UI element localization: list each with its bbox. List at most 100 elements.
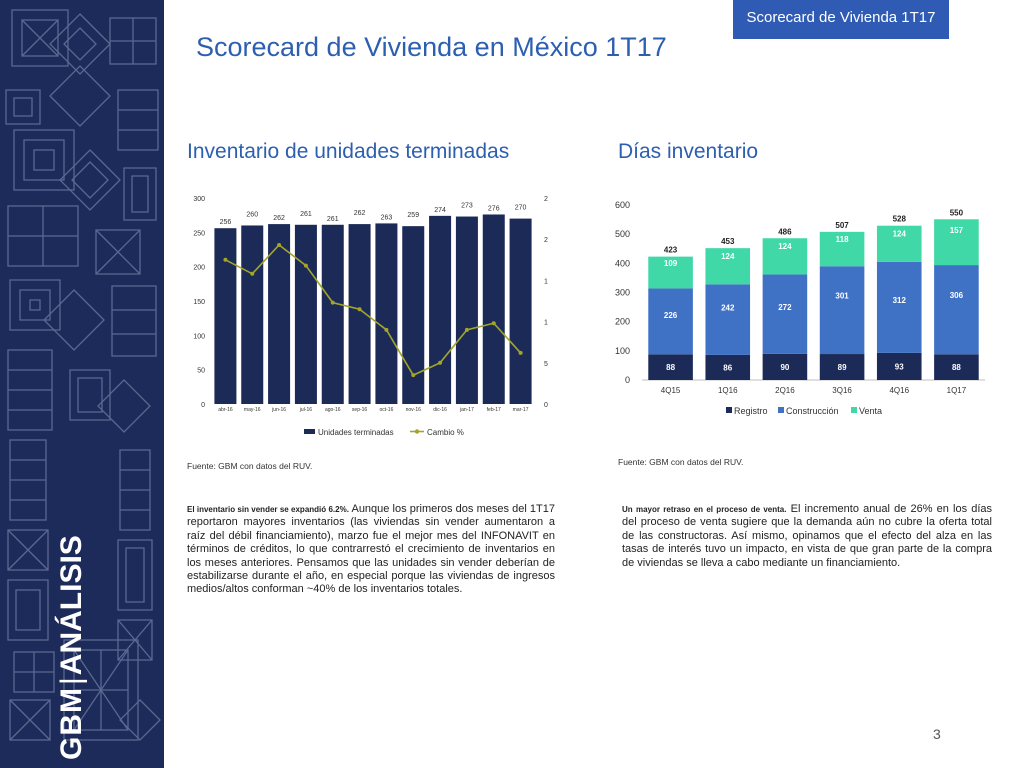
days-section-title: Días inventario <box>618 140 759 163</box>
legend-swatch-venta <box>851 407 857 413</box>
bar-segment-construccion <box>819 266 865 355</box>
days-paragraph: Un mayor retraso en el proceso de venta.… <box>622 503 992 570</box>
x-tick-label: ago-16 <box>325 407 341 413</box>
segment-value-label: 93 <box>895 362 904 371</box>
line-point-cambio <box>384 327 389 332</box>
x-tick-label: mar-17 <box>513 407 529 413</box>
segment-value-label: 301 <box>835 292 849 301</box>
inventory-paragraph-body: Aunque los primeros dos meses del 1T17 r… <box>187 503 556 596</box>
total-value-label: 550 <box>950 208 964 217</box>
bar-segment-registro <box>705 354 751 380</box>
bar-segment-registro <box>934 354 979 380</box>
days-paragraph-body: El incremento anual de 26% en los días d… <box>622 503 992 569</box>
bar-segment-venta <box>876 225 922 262</box>
series-line-cambio <box>225 243 522 377</box>
y-tick-label: 300 <box>615 288 630 298</box>
segment-value-label: 88 <box>666 363 675 372</box>
segment-value-label: 157 <box>950 226 964 235</box>
line-point-cambio <box>250 271 255 276</box>
legend-label-registro: Registro <box>734 406 768 416</box>
y2-tick-label: 15.0% <box>544 278 548 285</box>
segment-value-label: 88 <box>952 363 961 372</box>
y-tick-label: 300 <box>193 196 205 203</box>
bar-unidades <box>509 218 532 404</box>
x-tick-label: jul-16 <box>299 407 312 413</box>
x-tick-label: 4Q16 <box>889 386 909 395</box>
y-tick-label: 0 <box>201 402 205 409</box>
bar-value-label: 261 <box>327 216 339 223</box>
bar-unidades <box>402 226 425 404</box>
page-title: Scorecard de Vivienda en México 1T17 <box>196 32 667 62</box>
y-tick-label: 0 <box>625 375 630 385</box>
line-point-cambio <box>277 242 282 247</box>
legend-label-construccion: Construcción <box>786 406 839 416</box>
x-tick-label: may-16 <box>244 407 261 413</box>
x-tick-label: 1Q16 <box>718 386 738 395</box>
bar-value-label: 273 <box>461 203 473 210</box>
segment-value-label: 242 <box>721 303 735 312</box>
segment-value-label: 118 <box>836 235 849 244</box>
bar-segment-venta <box>705 248 751 285</box>
inventory-section-title: Inventario de unidades terminadas <box>187 140 510 163</box>
y2-tick-label: 20.0% <box>544 237 548 244</box>
inventory-paragraph-lead: El inventario sin vender se expandió 6.2… <box>187 505 349 514</box>
bar-segment-construccion <box>934 265 979 355</box>
total-value-label: 507 <box>835 221 849 230</box>
x-tick-label: oct-16 <box>379 407 393 413</box>
bar-value-label: 261 <box>300 211 312 218</box>
segment-value-label: 272 <box>778 303 792 312</box>
legend-label-unidades: Unidades terminadas <box>318 428 394 437</box>
bar-value-label: 276 <box>488 205 500 212</box>
inventory-chart: 0 50 100 150 200 250 300 0.0% 5.0% 10.0% 15.0% 20.… <box>193 196 548 437</box>
bar-unidades <box>294 224 317 404</box>
y2-tick-label: 5.0% <box>544 361 548 368</box>
x-tick-label: 3Q16 <box>832 386 852 395</box>
bar-segment-construccion <box>876 261 922 353</box>
bar-value-label: 256 <box>220 219 232 226</box>
y-tick-label: 500 <box>615 229 630 239</box>
line-point-cambio <box>223 257 228 262</box>
y-tick-label: 100 <box>615 346 630 356</box>
y-tick-label: 150 <box>193 299 205 306</box>
y2-tick-label: 10.0% <box>544 320 548 327</box>
segment-value-label: 306 <box>950 291 964 300</box>
line-point-cambio <box>411 373 416 378</box>
sidebar-banner: GBM |ANÁLISIS <box>0 0 164 768</box>
y2-tick-label: 25.0% <box>544 196 548 203</box>
x-tick-label: abr-16 <box>218 407 233 413</box>
line-point-cambio <box>303 263 308 268</box>
legend-label-venta: Venta <box>859 406 882 416</box>
total-value-label: 423 <box>664 246 678 255</box>
line-point-cambio <box>330 300 335 305</box>
y-tick-label: 250 <box>193 230 205 237</box>
legend-label-cambio: Cambio % <box>427 428 464 437</box>
line-point-cambio <box>518 350 523 355</box>
bar-value-label: 260 <box>246 211 258 218</box>
bar-segment-registro <box>819 354 865 380</box>
bar-segment-registro <box>648 354 693 380</box>
y-tick-label: 100 <box>193 333 205 340</box>
brand-analisis: ANÁLISIS <box>55 535 88 676</box>
bar-value-label: 270 <box>515 205 527 212</box>
header-tag: Scorecard de Vivienda 1T17 <box>733 0 949 39</box>
bar-unidades <box>348 224 371 404</box>
bar-segment-construccion <box>762 274 808 354</box>
bar-value-label: 263 <box>381 214 393 221</box>
brand-gbm: GBM <box>55 687 88 760</box>
brand-logo: GBM |ANÁLISIS <box>52 535 114 768</box>
bar-unidades <box>214 228 237 404</box>
bar-unidades <box>375 223 398 404</box>
bar-segment-construccion <box>705 284 751 355</box>
line-point-cambio <box>491 321 496 326</box>
bar-unidades <box>455 216 478 404</box>
bar-segment-venta <box>819 231 865 267</box>
inventory-paragraph: El inventario sin vender se expandió 6.2… <box>187 503 555 597</box>
y-tick-label: 200 <box>193 265 205 272</box>
bar-value-label: 259 <box>407 212 419 219</box>
segment-value-label: 226 <box>664 311 678 320</box>
bar-unidades <box>482 214 505 404</box>
line-point-cambio <box>464 327 469 332</box>
legend-swatch-registro <box>726 407 732 413</box>
total-value-label: 453 <box>721 237 735 246</box>
bar-segment-venta <box>648 256 693 289</box>
